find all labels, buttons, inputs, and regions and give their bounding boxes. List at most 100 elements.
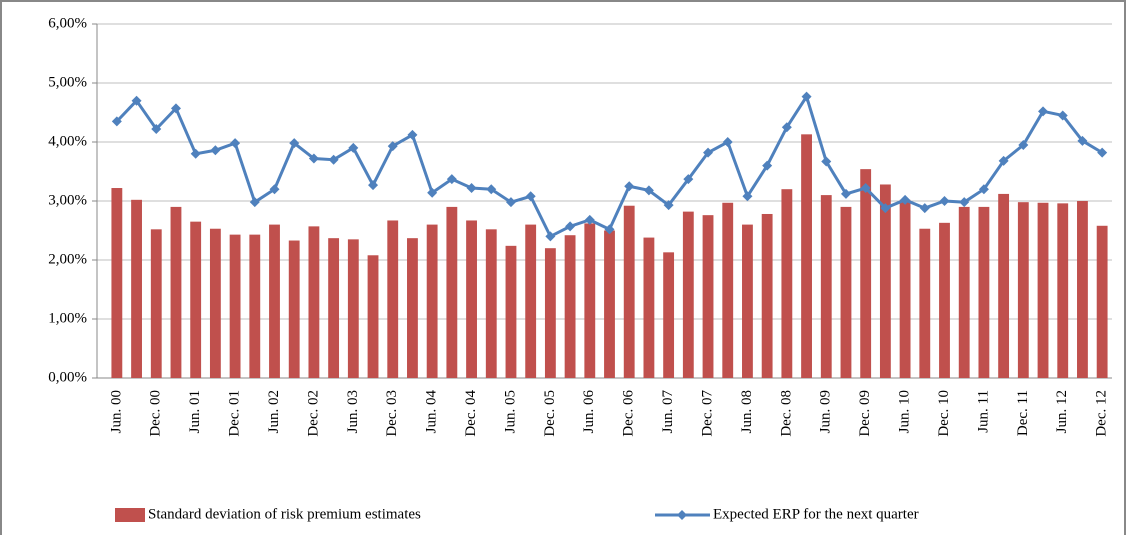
line-marker xyxy=(446,174,457,185)
x-tick-label: Dec. 05 xyxy=(542,390,558,437)
bar xyxy=(939,222,950,378)
bar xyxy=(505,245,517,378)
bar xyxy=(781,189,793,378)
bar xyxy=(367,255,379,378)
line-marker xyxy=(643,185,654,196)
bar xyxy=(466,220,477,378)
bar xyxy=(1017,202,1029,378)
bar xyxy=(426,224,438,378)
line-marker xyxy=(821,156,832,167)
line-marker xyxy=(781,122,792,133)
y-tick-label: 0,00% xyxy=(48,369,87,385)
x-tick-label: Jun. 05 xyxy=(502,390,518,433)
bar xyxy=(308,226,320,378)
bar xyxy=(958,206,970,378)
line-marker xyxy=(151,124,162,135)
line-marker xyxy=(190,148,201,159)
line-marker xyxy=(289,138,300,149)
line-marker xyxy=(348,142,359,153)
line-marker xyxy=(269,184,280,195)
bar xyxy=(525,224,537,378)
bar xyxy=(407,238,418,378)
bar xyxy=(623,205,635,378)
x-tick-label: Dec. 06 xyxy=(621,390,637,437)
y-tick-label: 6,00% xyxy=(48,15,87,31)
line-marker xyxy=(387,141,398,152)
bar xyxy=(860,169,872,378)
bar xyxy=(584,223,596,378)
bar xyxy=(1077,201,1088,378)
x-tick-label: Dec. 04 xyxy=(463,390,479,437)
line-marker xyxy=(131,95,142,106)
bar xyxy=(387,220,399,378)
x-tick-label: Dec. 12 xyxy=(1094,390,1110,437)
bar xyxy=(604,230,615,378)
x-tick-label: Jun. 12 xyxy=(1054,390,1070,433)
bar xyxy=(229,234,241,378)
bar xyxy=(761,213,773,378)
line-marker xyxy=(249,197,260,208)
bar xyxy=(663,252,675,378)
legend-swatch xyxy=(115,508,145,522)
line-marker xyxy=(860,183,871,194)
line xyxy=(115,93,1103,239)
line-marker xyxy=(1097,147,1108,158)
line-marker xyxy=(801,91,812,102)
line-marker xyxy=(998,155,1009,166)
line-marker xyxy=(1038,106,1049,117)
x-tick-label: Jun. 01 xyxy=(187,390,203,433)
x-tick-label: Jun. 04 xyxy=(424,390,440,434)
bar xyxy=(643,237,655,378)
y-tick-label: 4,00% xyxy=(48,133,87,149)
line-marker xyxy=(624,181,635,192)
line-marker xyxy=(742,191,753,202)
line-marker xyxy=(762,160,773,171)
bar xyxy=(702,215,714,378)
x-tick-label: Dec. 09 xyxy=(857,390,873,437)
x-tick-label: Jun. 02 xyxy=(266,390,282,433)
line-marker xyxy=(407,129,418,140)
x-tick-label: Jun. 09 xyxy=(818,390,834,433)
y-tick-label: 3,00% xyxy=(48,192,87,208)
legend-label: Expected ERP for the next quarter xyxy=(713,506,919,522)
bar xyxy=(111,188,123,378)
line-marker xyxy=(230,138,241,149)
bar xyxy=(170,206,182,378)
bar xyxy=(328,238,340,378)
bar xyxy=(150,229,162,378)
line-marker xyxy=(427,187,438,198)
line-marker xyxy=(505,197,516,208)
legend-swatch xyxy=(677,510,687,520)
x-tick-label: Dec. 10 xyxy=(936,390,952,437)
x-tick-label: Dec. 03 xyxy=(384,390,400,437)
line-marker xyxy=(959,197,970,208)
x-tick-label: Dec. 07 xyxy=(699,390,715,437)
y-tick-label: 2,00% xyxy=(48,251,87,267)
bar xyxy=(1096,225,1108,378)
x-tick-label: Dec. 00 xyxy=(148,390,164,437)
bar xyxy=(998,193,1010,378)
bar xyxy=(899,199,911,378)
bar xyxy=(288,240,300,378)
line-marker xyxy=(565,221,576,232)
line-marker xyxy=(525,191,536,202)
x-tick-label: Jun. 08 xyxy=(739,390,755,433)
bar xyxy=(131,199,142,378)
bar xyxy=(1057,203,1069,378)
line-marker xyxy=(840,188,851,199)
x-tick-label: Jun. 07 xyxy=(660,390,676,434)
bar xyxy=(269,224,280,378)
line-marker xyxy=(1077,135,1088,146)
bar xyxy=(682,211,694,378)
x-tick-label: Jun. 11 xyxy=(975,390,991,433)
x-tick-label: Jun. 03 xyxy=(345,390,361,433)
line-marker xyxy=(111,116,122,127)
bar xyxy=(742,224,753,378)
line-marker xyxy=(978,184,989,195)
bar xyxy=(820,195,832,378)
bar xyxy=(209,228,221,378)
bar xyxy=(544,248,556,378)
bar xyxy=(879,184,891,378)
bar xyxy=(564,235,576,378)
